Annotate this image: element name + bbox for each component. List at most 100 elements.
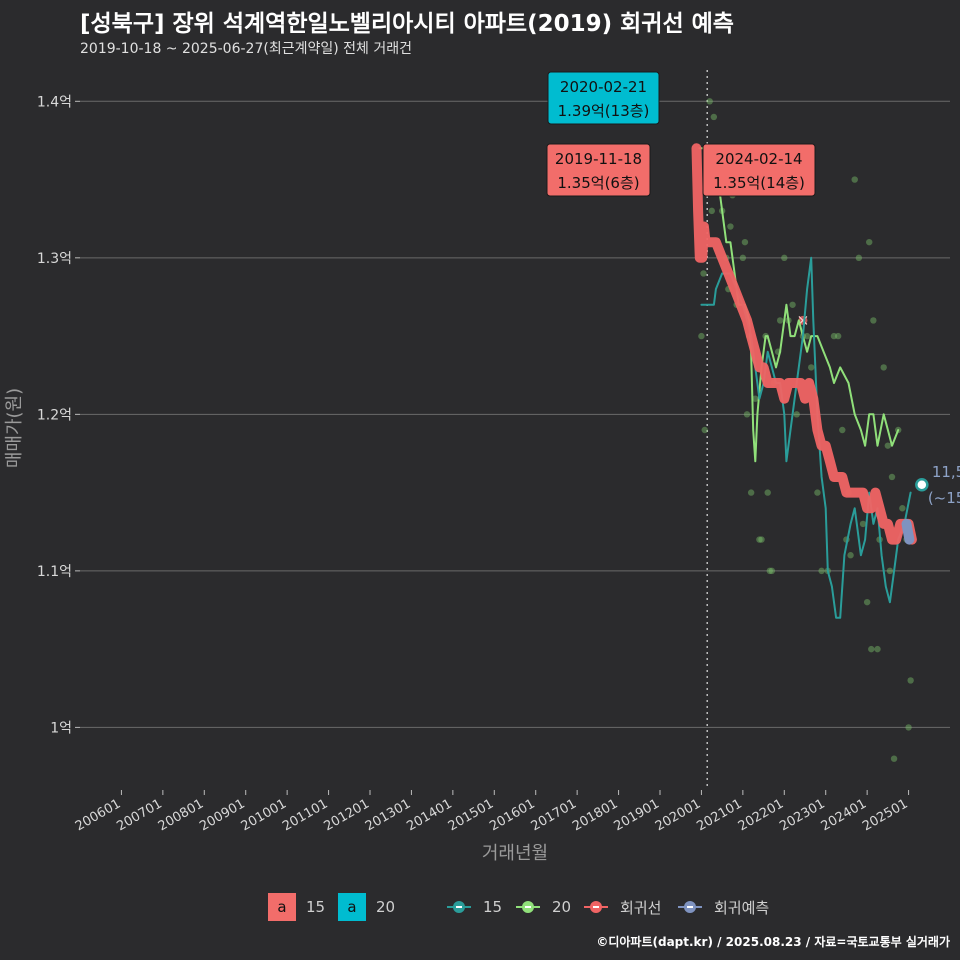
scatter-point bbox=[766, 567, 773, 575]
legend-line-icon bbox=[582, 893, 610, 921]
scatter-point bbox=[803, 332, 811, 340]
scatter-point bbox=[880, 364, 887, 371]
scatter-point bbox=[708, 207, 715, 215]
chart-subtitle: 2019-10-18 ~ 2025-06-27(최근계약일) 전체 거래건 bbox=[80, 41, 412, 57]
annotation-box bbox=[702, 143, 816, 197]
scatter-point bbox=[847, 552, 854, 559]
scatter-point bbox=[706, 98, 713, 105]
x-tick-label: 201101 bbox=[280, 796, 330, 834]
x-tick-label: 201501 bbox=[446, 796, 496, 834]
legend-line-regression: 회귀선 bbox=[582, 893, 661, 921]
scatter-point bbox=[808, 364, 815, 371]
annotation-value: 1.35억(14층) bbox=[713, 174, 805, 192]
x-tick-label: 201601 bbox=[487, 796, 537, 834]
x-tick-label: 202301 bbox=[777, 796, 827, 834]
legend-label: 회귀선 bbox=[620, 898, 662, 917]
x-tick-label: 201301 bbox=[363, 796, 413, 834]
y-tick-label: 1.3억 bbox=[37, 251, 72, 267]
x-tick-label: 201401 bbox=[404, 796, 454, 834]
scatter-point bbox=[830, 332, 838, 340]
chart-title: [성북구] 장위 석계역한일노벨리아시티 아파트(2019) 회귀선 예측 bbox=[80, 11, 734, 37]
scatter-point bbox=[793, 411, 800, 418]
annotation-value: 1.35억(6층) bbox=[557, 174, 639, 192]
annotation-value: 1.39억(13층) bbox=[558, 102, 650, 120]
annotation-date: 2024-02-14 bbox=[715, 150, 802, 168]
scatter-point bbox=[701, 426, 708, 434]
scatter-point bbox=[905, 724, 912, 731]
legend-label: 회귀예측 bbox=[714, 898, 770, 917]
scatter-point bbox=[886, 567, 894, 575]
y-axis: 1억 1.1억 1.2억 1.3억 1.4억 bbox=[37, 94, 80, 736]
scatter-point bbox=[868, 645, 875, 653]
scatter-point bbox=[764, 489, 771, 496]
x-tick-label: 201901 bbox=[612, 796, 662, 834]
x-tick-label: 201201 bbox=[322, 796, 372, 834]
credit-text: ©디아파트(dapt.kr) / 2025.08.23 / 자료=국토교통부 실… bbox=[596, 935, 950, 949]
x-tick-label: 201701 bbox=[529, 796, 579, 834]
x-tick-label: 202201 bbox=[736, 796, 786, 834]
legend-label: 20 bbox=[552, 898, 572, 916]
x-tick-label: 202501 bbox=[860, 796, 910, 834]
y-tick-label: 1.1억 bbox=[37, 564, 72, 580]
scatter-point bbox=[890, 755, 898, 762]
scatter-point bbox=[863, 598, 871, 606]
annotation-box bbox=[547, 71, 660, 125]
x-tick-label: 202101 bbox=[694, 796, 744, 834]
scatter-point bbox=[700, 270, 707, 277]
legend-fill-15: a 15 bbox=[268, 893, 325, 921]
series-line-회귀예측 bbox=[901, 518, 915, 545]
scatter-point bbox=[851, 176, 858, 183]
legend-label: 15 bbox=[483, 898, 503, 916]
scatter-point bbox=[776, 317, 784, 324]
last-point-area: (~15㎡) bbox=[928, 489, 960, 507]
annotation-date: 2019-11-18 bbox=[555, 150, 642, 168]
scatter-point bbox=[834, 332, 842, 340]
legend-line-icon bbox=[676, 893, 704, 921]
legend-label: 15 bbox=[306, 898, 326, 916]
legend-swatch-15: a bbox=[268, 893, 296, 921]
scatter-point bbox=[899, 505, 906, 512]
legend: a 15 a 20 15 20 회귀선 회귀예측 bbox=[0, 893, 960, 921]
scatter-point bbox=[743, 411, 751, 418]
x-axis: 2006012007012008012009012010012011012012… bbox=[73, 790, 911, 834]
legend-line-icon bbox=[445, 893, 473, 921]
last-point-marker bbox=[915, 478, 929, 492]
scatter-point bbox=[747, 489, 755, 496]
annotation-box bbox=[546, 143, 651, 197]
scatter-point bbox=[758, 536, 765, 543]
last-point-value: 11,550 bbox=[932, 463, 960, 481]
scatter-point bbox=[884, 442, 892, 449]
scatter-point bbox=[866, 238, 873, 246]
series-lines bbox=[691, 143, 917, 619]
scatter-point bbox=[698, 332, 705, 340]
y-tick-label: 1억 bbox=[50, 720, 72, 736]
scatter-point bbox=[839, 426, 846, 434]
series-line-회귀선 bbox=[691, 143, 917, 545]
annotations: 11,550 (~15㎡) 2020-02-21 1.39억(13층) 2019-11-… bbox=[546, 71, 960, 507]
annotation-date: 2020-02-21 bbox=[560, 78, 647, 96]
x-tick-label: 202001 bbox=[653, 796, 703, 834]
legend-line-forecast: 회귀예측 bbox=[676, 893, 769, 921]
scatter-point bbox=[781, 254, 788, 262]
scatter-point bbox=[870, 317, 877, 324]
scatter-point bbox=[756, 536, 763, 543]
scatter-point bbox=[874, 645, 881, 653]
scatter-point bbox=[741, 238, 749, 246]
scatter-point bbox=[818, 567, 825, 575]
x-tick-label: 200601 bbox=[73, 796, 123, 834]
scatter-point bbox=[739, 254, 747, 262]
legend-line-15: 15 bbox=[445, 893, 502, 921]
scatter-point bbox=[727, 223, 734, 230]
x-axis-label: 거래년월 bbox=[482, 843, 548, 864]
scatter-point bbox=[855, 254, 863, 262]
scatter-point bbox=[710, 113, 718, 121]
legend-line-icon bbox=[514, 893, 542, 921]
legend-line-20: 20 bbox=[514, 893, 571, 921]
scatter-point bbox=[888, 473, 896, 481]
x-tick-label: 201801 bbox=[570, 796, 620, 834]
scatter-point bbox=[768, 567, 776, 575]
y-tick-label: 1.2억 bbox=[37, 407, 72, 423]
legend-label: 20 bbox=[376, 898, 396, 916]
scatter-point bbox=[859, 520, 867, 528]
scatter-point bbox=[814, 489, 821, 496]
